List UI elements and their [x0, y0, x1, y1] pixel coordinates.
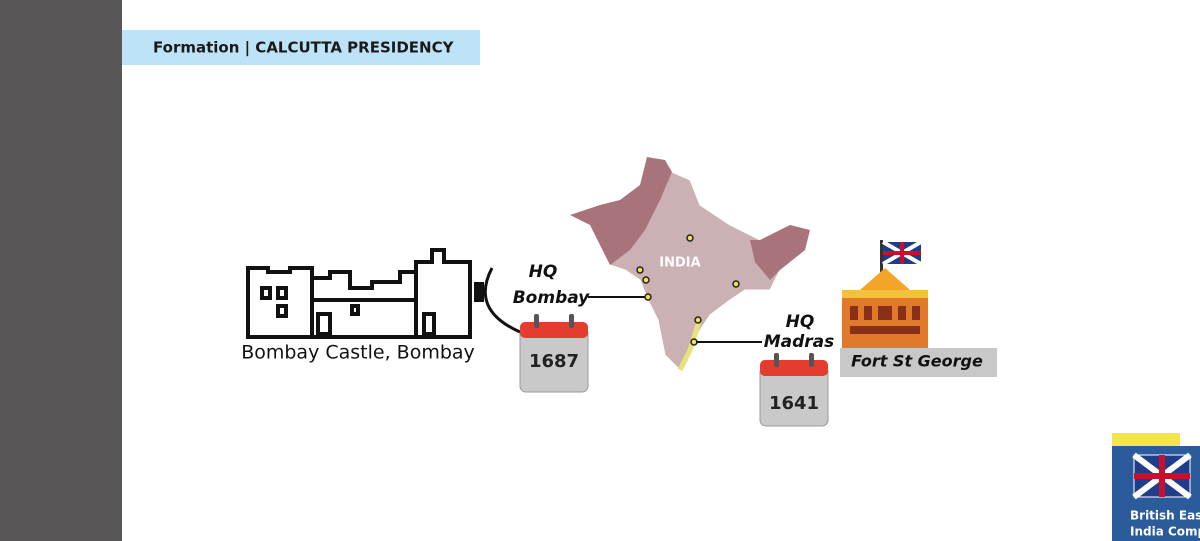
calendar-top: [520, 322, 588, 338]
badge-text: India Compa: [1130, 525, 1200, 539]
calendar-year: 1687: [529, 351, 579, 372]
fort-window: [878, 306, 892, 320]
calendar-ring: [774, 353, 779, 367]
map-dot: [636, 266, 644, 274]
badge-text: British Eas: [1130, 509, 1200, 523]
hq-city: Bombay: [513, 288, 590, 308]
fort-window: [850, 306, 858, 320]
connector-arc: [483, 267, 521, 334]
calendar-ring: [569, 314, 574, 328]
fort-window: [864, 306, 872, 320]
hq-city: Madras: [764, 332, 835, 352]
fort-windows: [850, 306, 920, 334]
flag-pole: [880, 240, 883, 275]
map-dot: [732, 280, 740, 288]
castle-icon: [246, 248, 472, 339]
caption-box: [840, 348, 997, 377]
corner-badge: British Eas India Compa: [1112, 433, 1200, 541]
sidebar: [0, 0, 122, 541]
fort-cornice: [842, 290, 928, 298]
castle-door: [316, 312, 332, 336]
calendar-year: 1641: [769, 393, 819, 414]
calendar: 1641: [759, 353, 829, 427]
map-dot: [694, 316, 702, 324]
castle-window: [260, 286, 272, 300]
castle-walls: [310, 262, 418, 337]
castle-caption: Bombay Castle, Bombay: [241, 342, 475, 364]
coast-highlight: [677, 317, 703, 372]
map-dot: [644, 293, 652, 301]
castle-window: [276, 286, 288, 300]
castle-window: [350, 304, 360, 316]
map-region: [570, 157, 672, 265]
fort-roof: [860, 268, 910, 290]
map-region: [750, 225, 810, 280]
hq-label: HQ: [786, 312, 815, 332]
fort-window: [850, 326, 920, 334]
hq-label: HQ: [529, 262, 558, 282]
header-title: Formation | CALCUTTA PRESIDENCY: [153, 39, 455, 58]
fort-window: [912, 306, 920, 320]
calendar-top: [760, 360, 828, 376]
badge-flag-cross: [1134, 455, 1190, 497]
map-dots: [636, 234, 740, 346]
castle-outline: [246, 248, 472, 339]
map-dot: [686, 234, 694, 242]
map-dot: [642, 276, 650, 284]
map-label: INDIA: [659, 256, 700, 271]
flag-cross: [883, 242, 921, 264]
castle-window: [276, 304, 288, 318]
calendar-ring: [534, 314, 539, 328]
calendar-ring: [809, 353, 814, 367]
fort-icon: [842, 240, 928, 348]
fort-caption: Fort St George: [851, 352, 983, 371]
fort-window: [898, 306, 906, 320]
header-banner: [122, 30, 480, 65]
calendar: 1687: [519, 314, 589, 393]
castle-door: [422, 312, 436, 336]
castle-cannon: [474, 282, 484, 302]
